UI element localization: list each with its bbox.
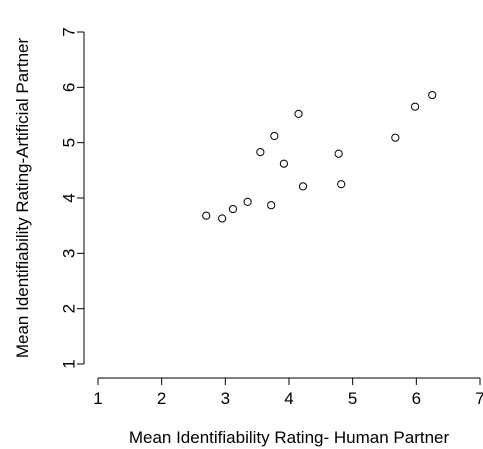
data-point <box>410 102 420 111</box>
data-point <box>428 90 437 100</box>
y-tick-label: 6 <box>59 83 78 92</box>
x-axis: 1 2 3 4 5 6 7 <box>93 377 483 408</box>
data-point <box>334 149 343 158</box>
data-point <box>279 159 289 168</box>
x-tick-label: 7 <box>475 389 483 408</box>
x-tick-label: 2 <box>157 389 166 408</box>
y-tick-label: 7 <box>59 27 78 36</box>
y-tick-label: 4 <box>59 193 78 202</box>
y-tick-label: 2 <box>59 304 78 313</box>
x-tick-label: 4 <box>284 389 293 408</box>
data-point <box>243 197 252 206</box>
x-ticks: 1 2 3 4 5 6 7 <box>93 378 483 408</box>
x-tick-label: 1 <box>93 389 102 408</box>
data-point <box>228 204 238 214</box>
data-point <box>270 131 279 141</box>
y-tick-label: 5 <box>59 138 78 147</box>
y-axis-title: Mean Identifiability Rating-Artificial P… <box>13 38 32 359</box>
y-axis: 1 2 3 4 5 6 7 <box>59 27 85 369</box>
x-tick-label: 5 <box>348 389 357 408</box>
data-point <box>202 211 211 220</box>
y-tick-label: 1 <box>59 359 78 368</box>
x-axis-title: Mean Identifiability Rating- Human Partn… <box>129 428 450 447</box>
y-tick-label: 3 <box>59 249 78 258</box>
data-point <box>298 182 308 191</box>
data-point <box>267 201 276 210</box>
data-point <box>391 133 400 142</box>
data-point <box>218 214 227 223</box>
data-point <box>294 109 303 118</box>
y-ticks: 1 2 3 4 5 6 7 <box>59 27 84 369</box>
data-point <box>337 180 346 189</box>
data-point <box>256 147 265 157</box>
x-tick-label: 6 <box>412 389 421 408</box>
x-tick-label: 3 <box>221 389 230 408</box>
data-points <box>202 90 437 223</box>
